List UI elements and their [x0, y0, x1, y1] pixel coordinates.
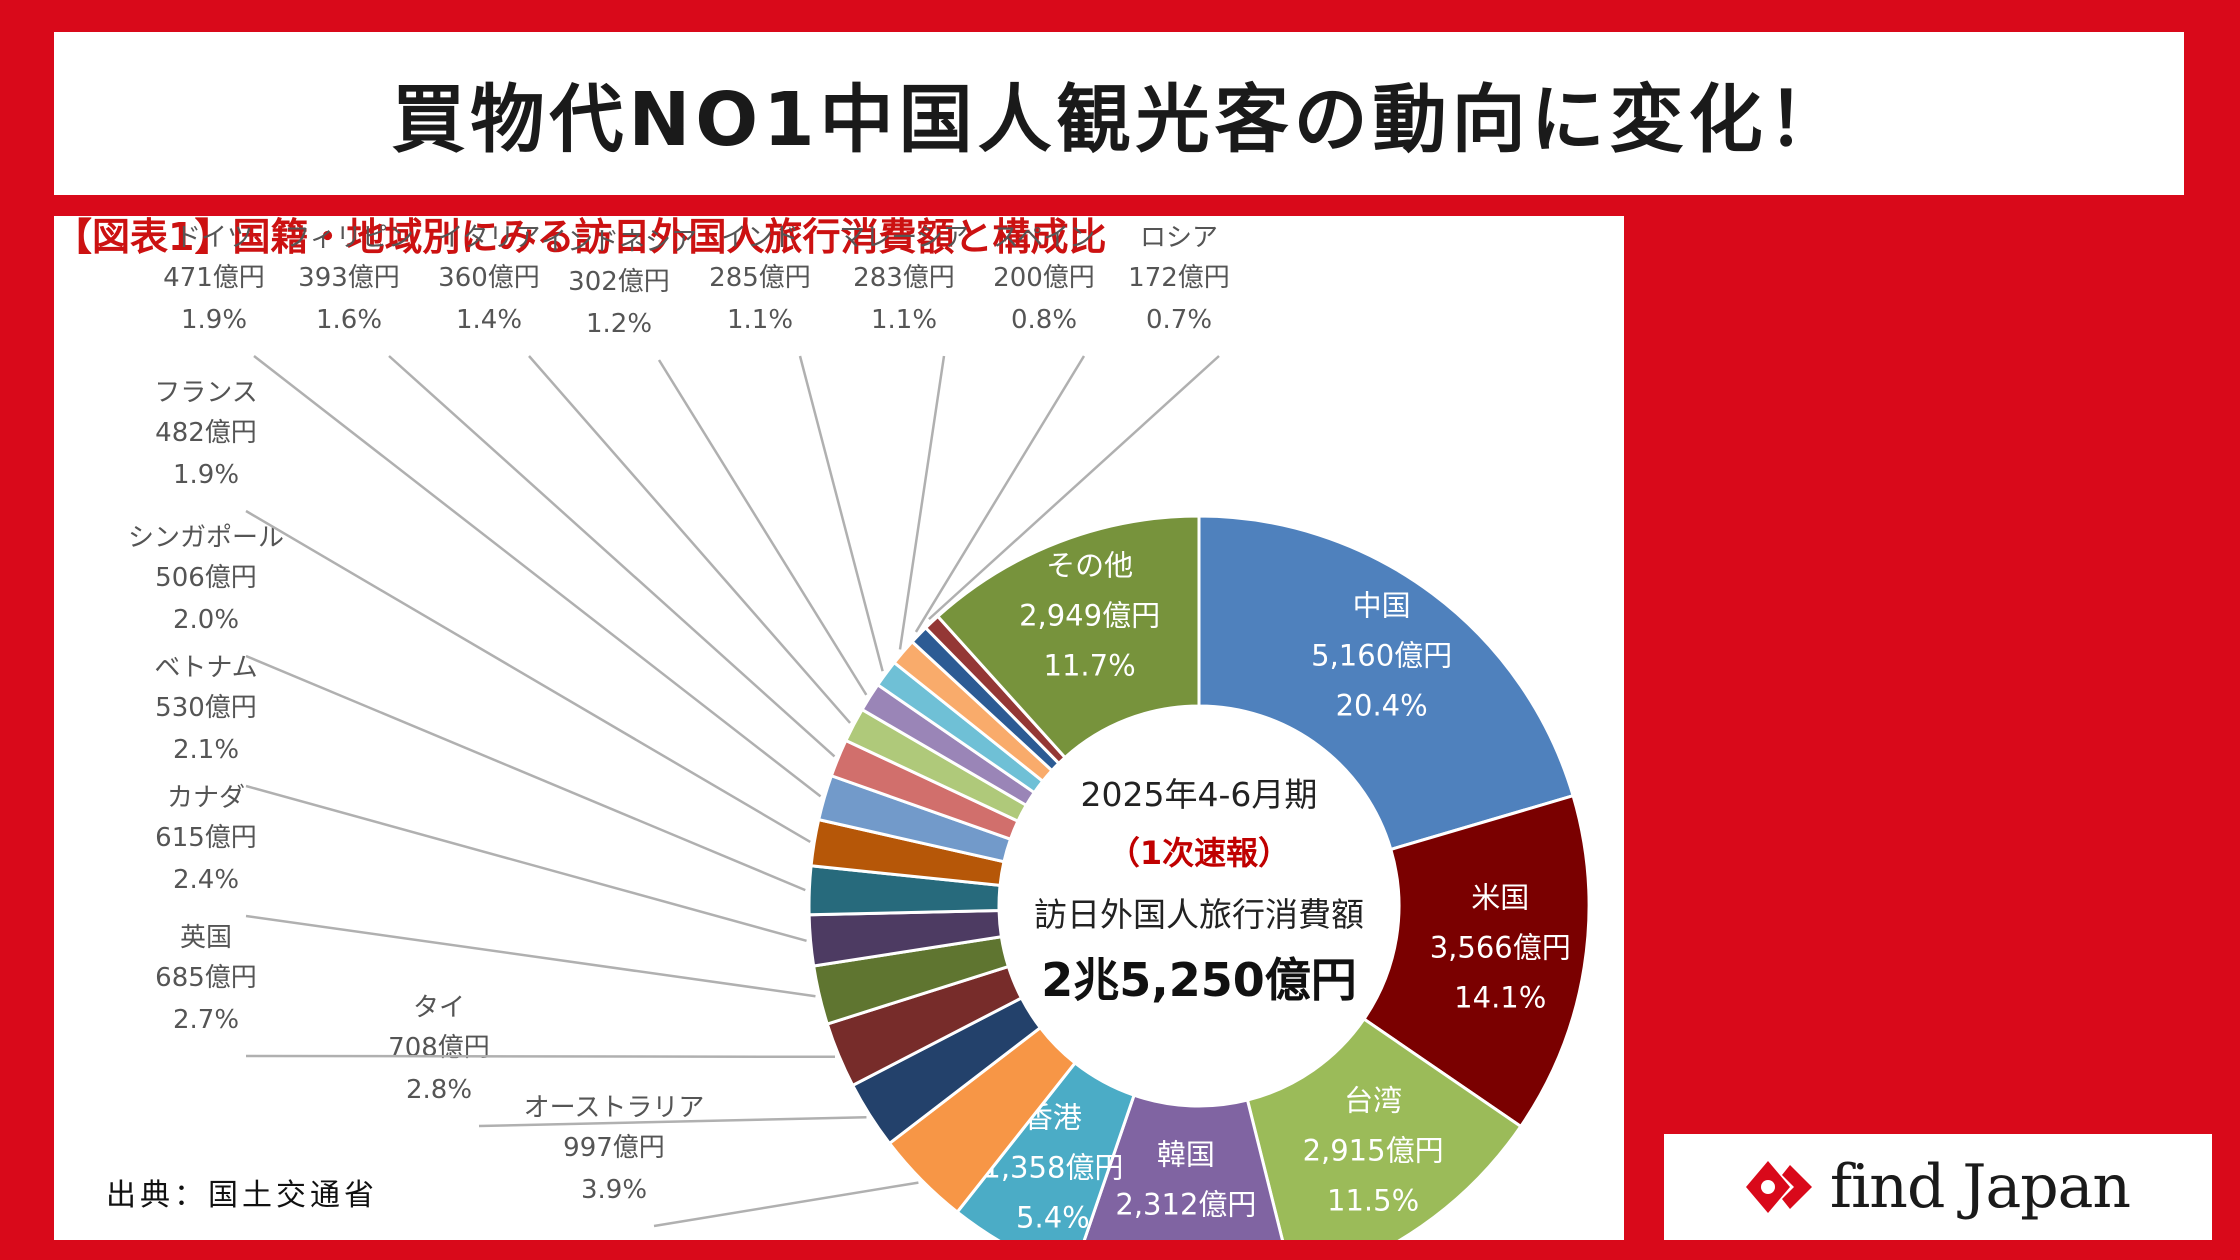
- outside-label-amount: 685億円: [155, 963, 257, 993]
- leader-line: [245, 784, 807, 943]
- chart-panel: 【図表1】国籍・地域別にみる訪日外国人旅行消費額と構成比中国 5,160億円 20.…: [54, 216, 1624, 1240]
- slice-label-name: その他: [1046, 548, 1133, 582]
- slice-label-name: 韓国: [1157, 1138, 1215, 1172]
- slice-label-pct: 14.1%: [1454, 981, 1546, 1015]
- outside-label-amount: 283億円: [853, 263, 955, 293]
- leader-line: [928, 355, 1220, 621]
- leader-line: [388, 355, 836, 758]
- outside-label-amount: 997億円: [563, 1133, 665, 1163]
- outside-label-pct: 0.7%: [1146, 305, 1212, 335]
- slice-label-amount: 1,358億円: [982, 1151, 1123, 1185]
- leader-line: [798, 355, 884, 672]
- outside-label-pct: 2.0%: [173, 605, 239, 635]
- outside-label-name: ロシア: [1140, 223, 1218, 253]
- center-total: 2兆5,250億円: [1041, 953, 1357, 1007]
- leader-line: [914, 355, 1086, 633]
- outside-label-amount: 360億円: [438, 263, 540, 293]
- slice-中国: [1197, 514, 1575, 852]
- outside-label-pct: 2.1%: [173, 735, 239, 765]
- outside-label-name: シンガポール: [128, 523, 284, 553]
- slice-label-pct: 20.4%: [1336, 689, 1428, 723]
- outside-label-pct: 1.6%: [316, 305, 382, 335]
- outside-label-pct: 1.2%: [586, 309, 652, 339]
- outside-label-name: 英国: [180, 923, 232, 953]
- outside-label-amount: 393億円: [298, 263, 400, 293]
- center-status: （1次速報）: [1108, 834, 1290, 872]
- leader-line: [245, 654, 806, 892]
- outside-label-name: スペイン: [993, 223, 1095, 253]
- center-period: 2025年4-6月期: [1081, 775, 1318, 814]
- outside-label-pct: 1.1%: [871, 305, 937, 335]
- slice-label-amount: 5,160億円: [1311, 639, 1452, 673]
- logo-text: find Japan: [1829, 1152, 2131, 1222]
- leader-line: [653, 1181, 919, 1228]
- chart-title: 【図表1】国籍・地域別にみる訪日外国人旅行消費額と構成比: [54, 216, 1106, 259]
- outside-label-name: インドネシア: [541, 227, 697, 257]
- outside-label-pct: 2.4%: [173, 865, 239, 895]
- outside-label-amount: 482億円: [155, 418, 257, 448]
- outside-label-name: カナダ: [167, 783, 245, 813]
- leader-line: [478, 1116, 867, 1128]
- outside-label-name: マレーシア: [839, 223, 968, 253]
- logo: find Japan: [1664, 1134, 2212, 1240]
- slice-label-amount: 2,312億円: [1115, 1188, 1256, 1222]
- outside-label-pct: 2.8%: [406, 1075, 472, 1105]
- outside-label-name: インド: [721, 223, 799, 253]
- title-banner: 買物代NO1中国人観光客の動向に変化！: [54, 32, 2184, 195]
- outside-label-pct: 3.9%: [581, 1175, 647, 1205]
- outside-label-amount: 302億円: [568, 267, 670, 297]
- outside-label-name: タイ: [413, 993, 465, 1023]
- outside-label-amount: 708億円: [388, 1033, 490, 1063]
- outside-label-amount: 615億円: [155, 823, 257, 853]
- leader-line: [898, 355, 946, 650]
- slice-label-amount: 2,915億円: [1303, 1133, 1444, 1167]
- slice-label-name: 米国: [1471, 881, 1529, 915]
- outside-label-amount: 172億円: [1128, 263, 1230, 293]
- outside-label-pct: 2.7%: [173, 1005, 239, 1035]
- center-label: 訪日外国人旅行消費額: [1034, 895, 1364, 934]
- slice-label-pct: 5.4%: [1016, 1201, 1090, 1235]
- outside-label-amount: 200億円: [993, 263, 1095, 293]
- slice-label-name: 台湾: [1344, 1083, 1402, 1117]
- outside-label-amount: 506億円: [155, 563, 257, 593]
- outside-label-pct: 1.9%: [173, 460, 239, 490]
- outside-label-pct: 1.9%: [181, 305, 247, 335]
- slice-label-name: 中国: [1353, 589, 1411, 623]
- leader-line: [245, 914, 816, 998]
- slice-米国: [1361, 793, 1591, 1129]
- outside-label-name: フランス: [154, 378, 257, 408]
- outside-label-name: フィリピン: [284, 223, 413, 253]
- outside-label-name: オーストラリア: [524, 1093, 705, 1123]
- outside-label-amount: 471億円: [163, 263, 265, 293]
- slice-label-pct: 11.7%: [1044, 648, 1136, 682]
- outside-label-amount: 530億円: [155, 693, 257, 723]
- page-title: 買物代NO1中国人観光客の動向に変化！: [391, 77, 1847, 163]
- slice-その他: [935, 514, 1201, 760]
- slice-label-pct: 9.2%: [1149, 1238, 1223, 1240]
- outside-label-pct: 1.1%: [727, 305, 793, 335]
- logo-diamond-icon: [1745, 1161, 1812, 1213]
- leader-line: [528, 355, 852, 724]
- leader-line: [657, 359, 868, 696]
- source-note: 出典：国土交通省: [106, 1178, 378, 1213]
- slice-label-amount: 3,566億円: [1430, 931, 1571, 965]
- leader-line: [253, 355, 822, 798]
- slice-label-pct: 11.5%: [1327, 1183, 1419, 1217]
- outside-label-pct: 0.8%: [1011, 305, 1077, 335]
- slice-label-amount: 2,949億円: [1019, 598, 1160, 632]
- outside-label-amount: 285億円: [709, 263, 811, 293]
- slice-韓国: [1082, 1093, 1284, 1240]
- outside-label-pct: 1.4%: [456, 305, 522, 335]
- donut-hole: [1001, 708, 1397, 1104]
- slice-台湾: [1245, 1016, 1523, 1240]
- outside-label-name: ベトナム: [154, 653, 257, 683]
- outside-label-name: ドイツ: [175, 223, 253, 253]
- leader-line: [245, 509, 811, 844]
- outside-label-name: イタリア: [438, 223, 541, 253]
- leader-line: [245, 1054, 836, 1059]
